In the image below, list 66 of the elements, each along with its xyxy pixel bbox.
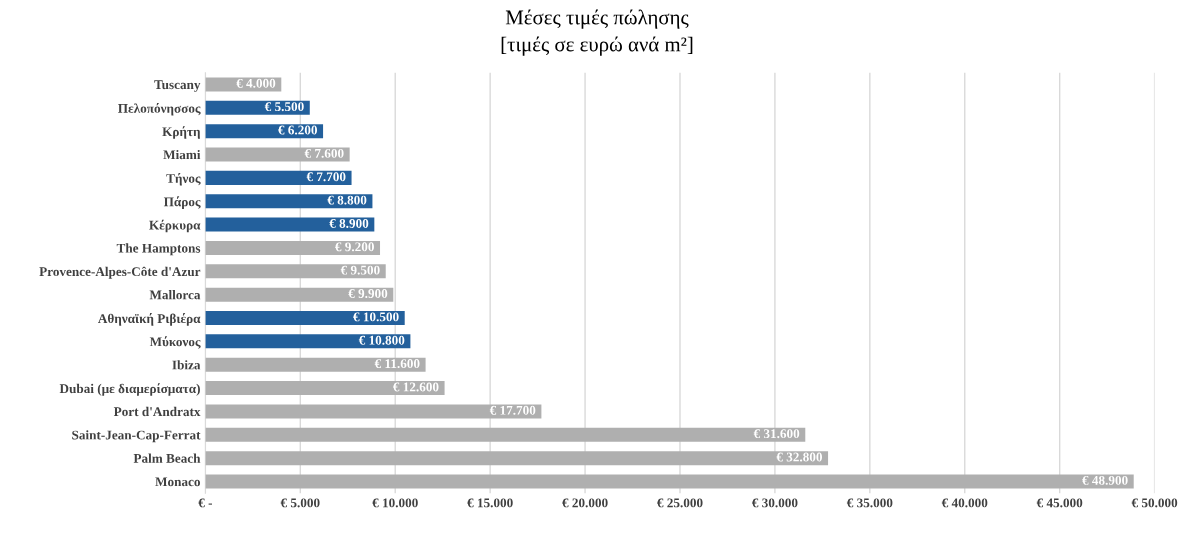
bar <box>205 240 381 255</box>
y-tick-label: Provence-Alpes-Côte d'Azur <box>39 266 201 279</box>
y-tick-label: Αθηναϊκή Ριβιέρα <box>98 313 201 326</box>
data-label: € 12.600 <box>393 382 439 392</box>
x-tick-label: € 45.000 <box>1036 498 1083 508</box>
data-label: € 9.900 <box>348 289 388 299</box>
bar <box>205 170 352 185</box>
y-tick-label: Πάρος <box>163 196 201 209</box>
y-tick-label: Monaco <box>155 477 200 487</box>
data-label: € 9.200 <box>335 242 374 252</box>
x-tick-label: € 15.000 <box>467 498 513 508</box>
data-label: € 10.800 <box>358 335 405 345</box>
y-tick-label: Τήνος <box>166 172 201 186</box>
bar <box>205 194 373 209</box>
y-tick-label: Tuscany <box>154 80 201 92</box>
bar <box>205 311 405 326</box>
data-label: € 6.200 <box>278 125 318 135</box>
bar <box>205 287 394 302</box>
data-label: € 7.700 <box>306 172 346 182</box>
data-label: € 8.900 <box>329 218 369 228</box>
y-tick-label: Miami <box>163 149 201 160</box>
x-tick-label: € - <box>198 498 213 508</box>
bar <box>205 404 542 419</box>
data-label: € 8.800 <box>327 195 367 205</box>
bar <box>205 124 324 139</box>
x-tick-label: € 50.000 <box>1131 498 1178 508</box>
data-label: € 11.600 <box>374 359 420 369</box>
data-label: € 31.600 <box>753 429 800 439</box>
y-tick-label: Port d'Andratx <box>113 406 201 417</box>
bar <box>205 381 445 396</box>
x-tick-label: € 10.000 <box>372 498 418 508</box>
data-label: € 10.500 <box>353 312 399 322</box>
data-label: € 5.500 <box>264 102 304 112</box>
x-tick-label: € 5.000 <box>280 498 320 508</box>
y-tick-label: Mallorca <box>149 290 201 300</box>
data-label: € 17.700 <box>489 405 536 415</box>
data-label: € 32.800 <box>776 452 822 462</box>
y-tick-label: Κρήτη <box>162 126 200 139</box>
x-tick-label: € 30.000 <box>751 498 798 508</box>
y-tick-label: Saint-Jean-Cap-Ferrat <box>72 430 201 443</box>
bar <box>205 451 829 466</box>
bar <box>205 334 411 349</box>
y-tick-label: Μύκονος <box>149 336 201 349</box>
bar <box>205 474 1134 489</box>
y-tick-label: Ibiza <box>172 360 201 370</box>
y-tick-label: Πελοπόνησσος <box>118 102 201 116</box>
bar <box>205 427 806 442</box>
x-tick-label: € 20.000 <box>562 498 608 508</box>
y-tick-label: Dubai (με διαμερίσματα) <box>59 383 200 396</box>
x-tick-label: € 40.000 <box>941 498 988 508</box>
data-label: € 48.900 <box>1082 475 1128 485</box>
chart-subtitle: [τιμές σε ευρώ ανά m²] <box>501 36 693 56</box>
x-tick-label: € 35.000 <box>846 498 893 508</box>
bar <box>205 357 426 372</box>
bar <box>205 147 350 162</box>
data-label: € 7.600 <box>304 148 344 158</box>
bar <box>205 264 386 279</box>
y-tick-label: Palm Beach <box>133 453 201 463</box>
y-tick-label: Κέρκυρα <box>149 219 201 233</box>
y-tick-label: The Hamptons <box>116 243 201 256</box>
data-label: € 9.500 <box>340 265 380 275</box>
chart-title: Μέσες τιμές πώλησης <box>505 9 689 29</box>
bar <box>205 100 310 115</box>
x-tick-label: € 25.000 <box>657 498 703 508</box>
data-label: € 4.000 <box>236 78 276 88</box>
bar <box>205 217 375 232</box>
